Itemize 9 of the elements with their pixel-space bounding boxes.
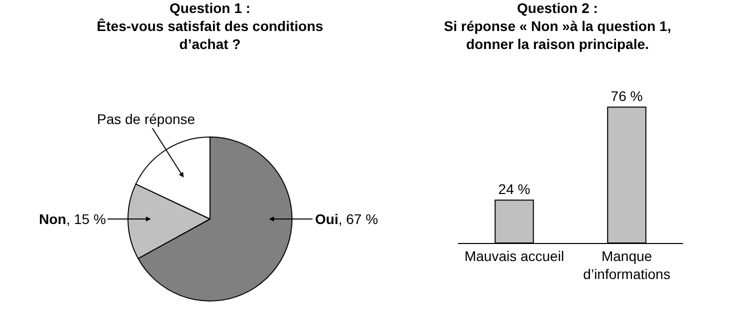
slice-label: Oui xyxy=(315,211,338,227)
slice-label: Pas de réponse xyxy=(97,111,196,127)
chart-title: Question 2 : Si réponse « Non »à la question 1, donner la raison principale. xyxy=(444,0,672,52)
chart-title: Question 1 : Êtes-vous satisfait des conditions d’achat ? xyxy=(96,0,324,52)
x-tick-label: Manque d’informations xyxy=(583,248,670,282)
x-tick-label: Mauvais accueil xyxy=(464,248,564,264)
slice-label: Non xyxy=(39,211,66,227)
data-label: 76 % xyxy=(610,88,643,104)
data-label: 24 % xyxy=(498,181,530,198)
